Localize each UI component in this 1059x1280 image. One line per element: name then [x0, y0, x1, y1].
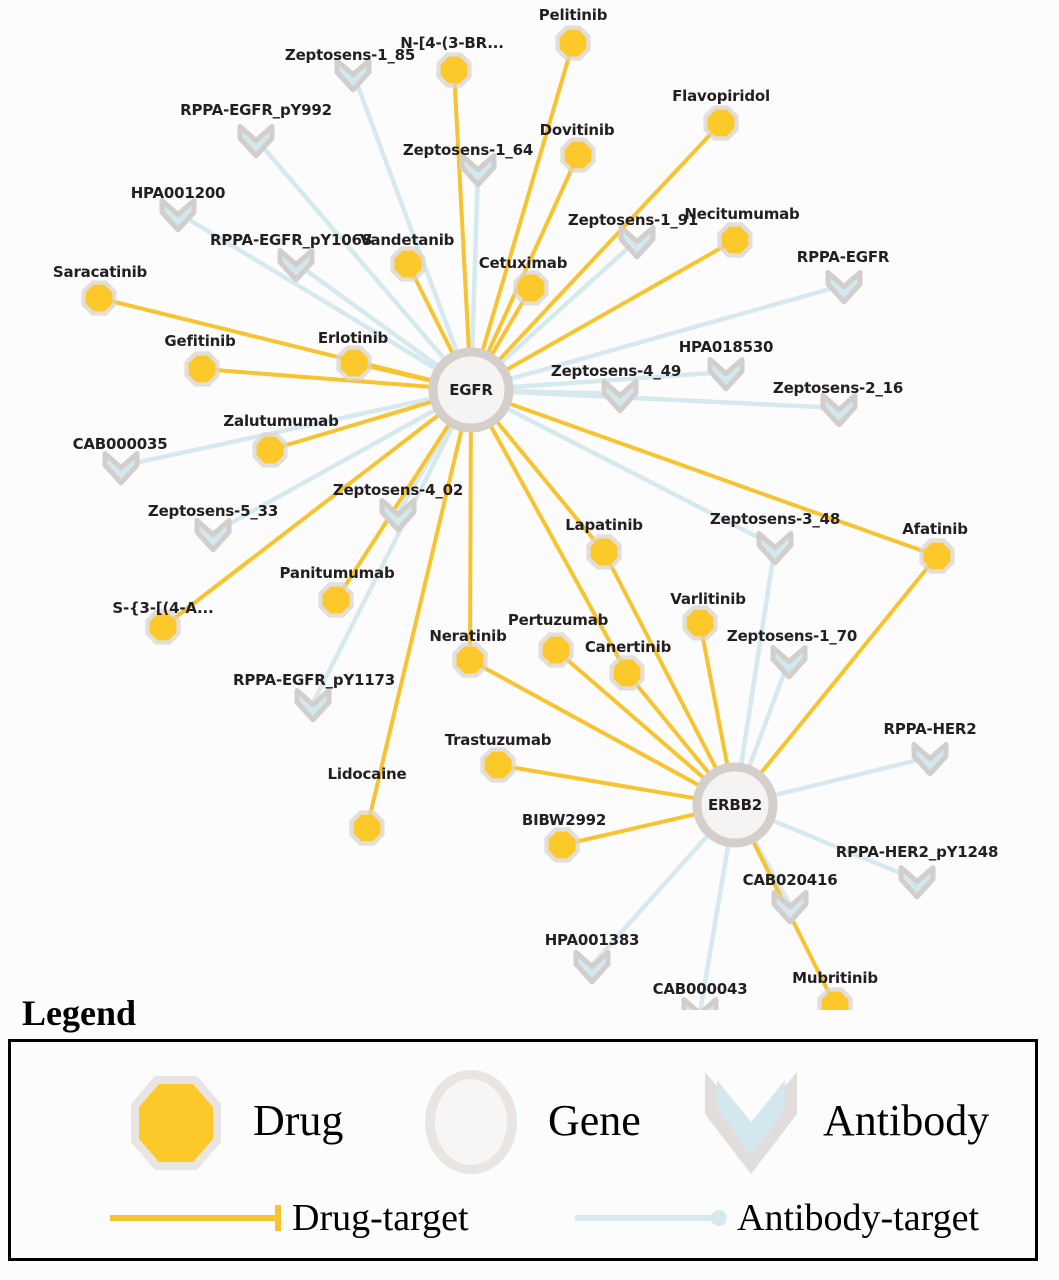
antibody-node[interactable] — [707, 357, 745, 392]
antibody-node[interactable] — [194, 518, 232, 553]
antibody-target-edge[interactable] — [350, 70, 474, 393]
antibody-target-edge[interactable] — [253, 136, 474, 393]
drug-node[interactable] — [544, 827, 580, 863]
drug-node[interactable] — [184, 351, 220, 387]
legend-label-drug: Drug — [253, 1096, 344, 1145]
antibody-node[interactable] — [825, 270, 863, 305]
antibody-node[interactable] — [159, 198, 197, 233]
drug-node[interactable] — [682, 605, 718, 641]
legend-label-antibody: Antibody — [823, 1096, 990, 1145]
antibody-node[interactable] — [911, 742, 949, 777]
legend: Legend Drug Gene — [8, 995, 1051, 1261]
drug-node[interactable] — [436, 52, 472, 88]
drug-node[interactable] — [538, 632, 574, 668]
antibody-node[interactable] — [334, 58, 372, 93]
gene-node[interactable] — [428, 347, 514, 433]
antibody-node[interactable] — [618, 225, 656, 260]
antibody-target-edge[interactable] — [468, 387, 842, 411]
gene-icon — [425, 1070, 517, 1174]
drug-node[interactable] — [252, 432, 288, 468]
drug-target-edge[interactable] — [469, 121, 723, 392]
drug-node[interactable] — [703, 105, 739, 141]
antibody-node[interactable] — [898, 865, 936, 900]
antibody-node[interactable] — [573, 950, 611, 985]
antibody-node[interactable] — [237, 124, 275, 159]
drug-node[interactable] — [452, 642, 488, 678]
drug-target-edge-icon — [110, 1205, 281, 1231]
drug-node[interactable] — [336, 345, 372, 381]
drug-target-edge[interactable] — [468, 658, 737, 807]
antibody-node[interactable] — [294, 688, 332, 723]
antibody-node[interactable] — [771, 890, 809, 925]
drug-node[interactable] — [349, 810, 385, 846]
antibody-node[interactable] — [459, 153, 497, 188]
drug-icon — [131, 1076, 221, 1170]
antibody-node[interactable] — [820, 393, 858, 428]
antibody-target-edge[interactable] — [310, 387, 474, 706]
antibody-target-edge[interactable] — [468, 282, 847, 393]
antibody-target-edge[interactable] — [210, 387, 474, 536]
drug-node[interactable] — [817, 987, 853, 1010]
drug-target-edge[interactable] — [161, 388, 473, 629]
drug-node[interactable] — [555, 25, 591, 61]
antibody-icon — [705, 1072, 797, 1174]
drug-target-edge[interactable] — [468, 388, 473, 662]
legend-item-drug-target: Drug-target — [106, 1198, 469, 1238]
antibody-target-edge[interactable] — [468, 369, 729, 393]
antibody-target-edge-icon — [575, 1210, 727, 1226]
drug-target-edge[interactable] — [469, 388, 629, 675]
legend-item-drug: Drug — [111, 1056, 343, 1186]
drug-target-edge[interactable] — [365, 388, 473, 830]
drug-node[interactable] — [919, 538, 955, 574]
drug-node[interactable] — [717, 222, 753, 258]
antibody-target-edge[interactable] — [468, 387, 778, 549]
antibody-target-edge[interactable] — [118, 387, 474, 469]
drug-node[interactable] — [145, 609, 181, 645]
drug-node[interactable] — [480, 747, 516, 783]
network-canvas[interactable]: Zeptosens-1_85 RPPA-EGFR_pY992 Zeptosens-1… — [0, 0, 1059, 1010]
legend-label-gene: Gene — [548, 1096, 641, 1145]
gene-node[interactable] — [692, 762, 778, 848]
drug-node[interactable] — [390, 246, 426, 282]
drug-target-edge[interactable] — [733, 554, 939, 807]
drug-node[interactable] — [81, 280, 117, 316]
antibody-node[interactable] — [379, 498, 417, 533]
legend-item-gene: Gene — [406, 1056, 641, 1186]
legend-box: Drug Gene Antibody — [8, 1039, 1038, 1261]
antibody-node[interactable] — [102, 451, 140, 486]
legend-label-drug-target: Drug-target — [292, 1197, 469, 1239]
legend-title: Legend — [22, 993, 137, 1033]
legend-item-antibody-target: Antibody-target — [571, 1198, 979, 1238]
antibody-node[interactable] — [277, 248, 315, 283]
drug-target-edge[interactable] — [452, 68, 473, 392]
drug-target-edge[interactable] — [200, 367, 473, 392]
legend-shapes-row: Drug Gene Antibody — [11, 1056, 1035, 1186]
antibody-node[interactable] — [681, 997, 719, 1011]
antibody-node[interactable] — [756, 531, 794, 566]
antibody-target-edge[interactable] — [175, 210, 474, 393]
node-layer — [81, 25, 955, 1011]
drug-target-edge[interactable] — [469, 238, 737, 392]
antibody-target-edge[interactable] — [732, 543, 778, 808]
drug-node[interactable] — [318, 582, 354, 618]
drug-target-edge[interactable] — [469, 41, 575, 392]
drug-node[interactable] — [586, 534, 622, 570]
drug-target-edge[interactable] — [469, 388, 939, 558]
antibody-node[interactable] — [770, 645, 808, 680]
drug-node[interactable] — [609, 655, 645, 691]
network-svg[interactable] — [0, 0, 1059, 1010]
antibody-node[interactable] — [601, 379, 639, 414]
legend-edges-row: Drug-target Antibody-target — [11, 1194, 1035, 1256]
drug-node[interactable] — [560, 137, 596, 173]
legend-item-antibody: Antibody — [691, 1056, 989, 1186]
drug-node[interactable] — [513, 270, 549, 306]
drug-target-edge[interactable] — [602, 550, 737, 807]
legend-label-antibody-target: Antibody-target — [737, 1197, 980, 1239]
